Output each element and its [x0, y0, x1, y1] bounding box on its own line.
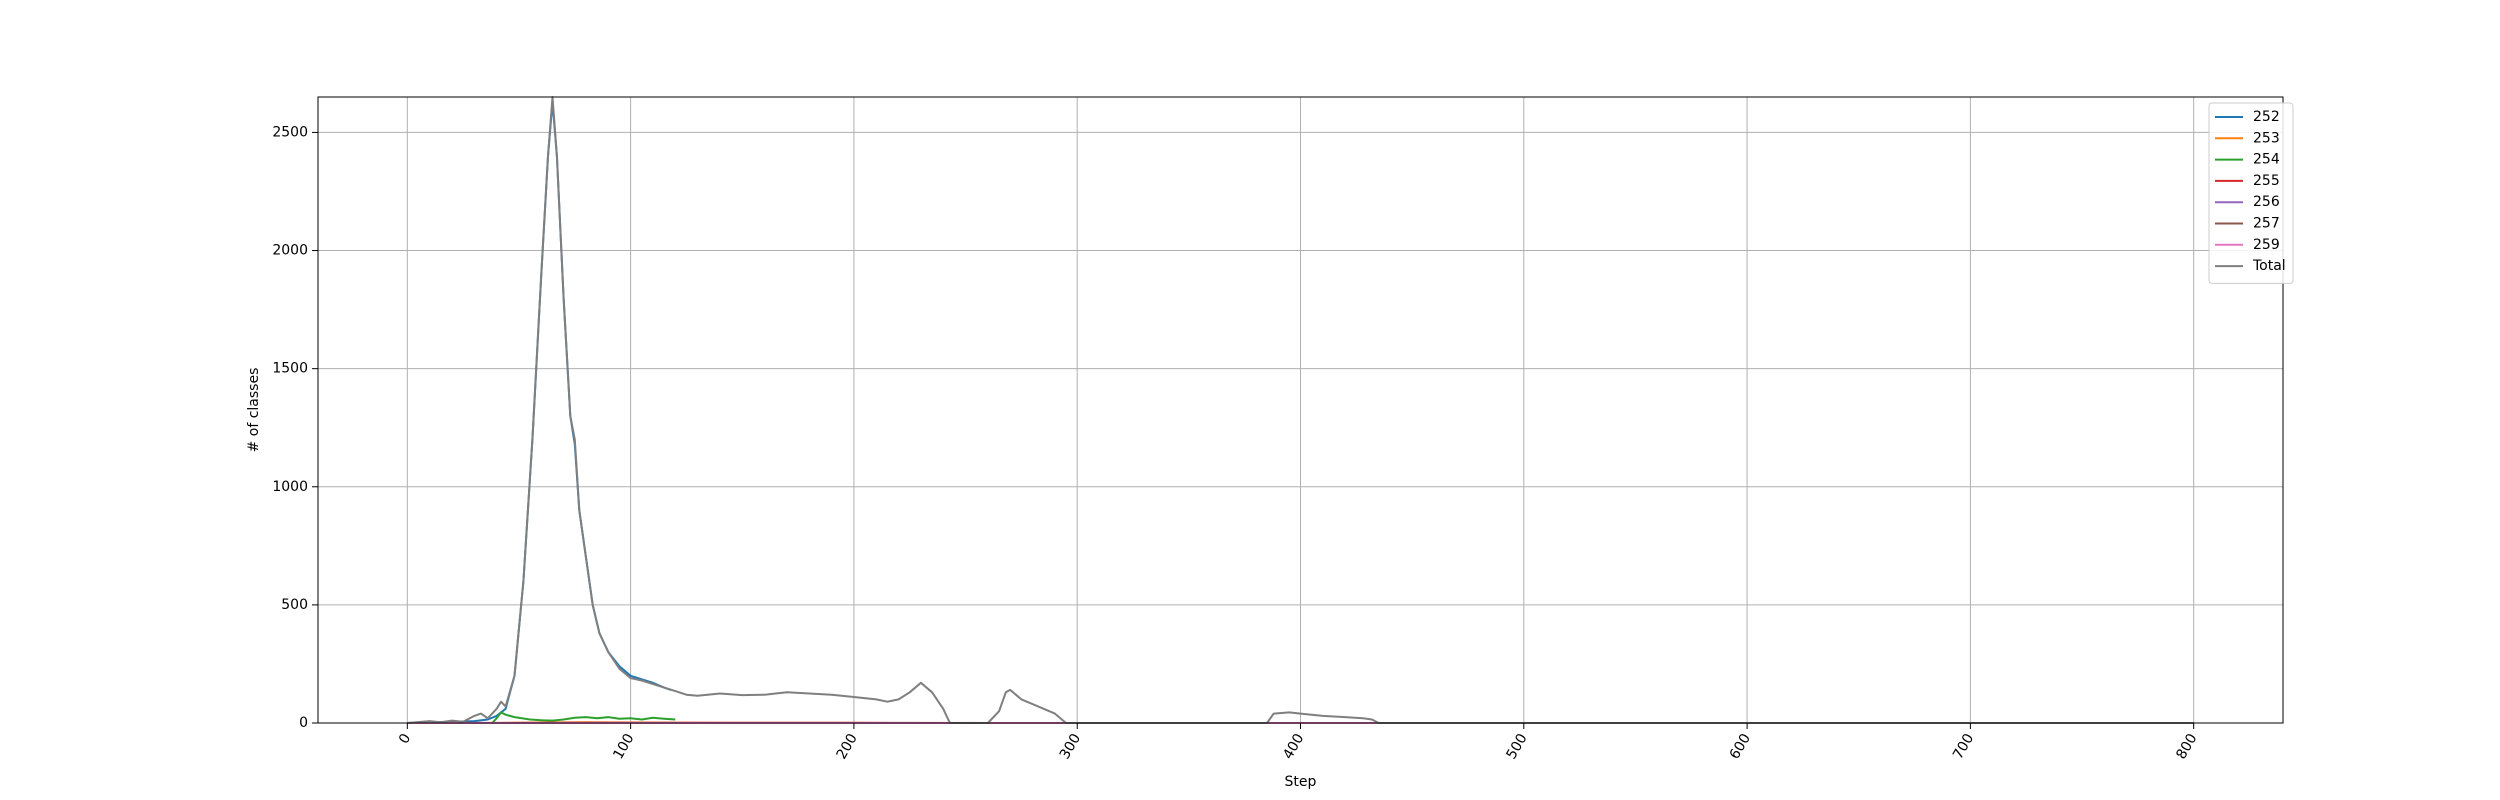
legend-label: Total [2252, 258, 2286, 274]
y-tick-label: 500 [281, 597, 308, 613]
y-tick-label: 1500 [272, 361, 308, 377]
legend-label: 252 [2253, 109, 2280, 125]
legend-label: 255 [2253, 173, 2280, 189]
legend: 252 253 254 255 256 257 259 Total [2208, 102, 2294, 284]
y-axis-title: # of classes [246, 368, 262, 453]
legend-label: 256 [2253, 194, 2280, 210]
legend-box [2208, 102, 2294, 284]
legend-label: 259 [2253, 237, 2280, 253]
series-line-total [407, 96, 2194, 724]
y-tick-label: 1000 [272, 479, 308, 495]
y-tick-label: 0 [299, 715, 308, 731]
legend-label: 257 [2253, 216, 2280, 232]
y-axis: 0 500 1000 1500 2000 2500 [272, 124, 318, 731]
series-line-254 [491, 711, 676, 724]
x-axis-title: Step [1285, 774, 1317, 790]
y-tick-label: 2500 [272, 124, 308, 140]
y-tick-label: 2000 [272, 243, 308, 259]
legend-label: 254 [2253, 152, 2280, 168]
legend-label: 253 [2253, 130, 2280, 146]
